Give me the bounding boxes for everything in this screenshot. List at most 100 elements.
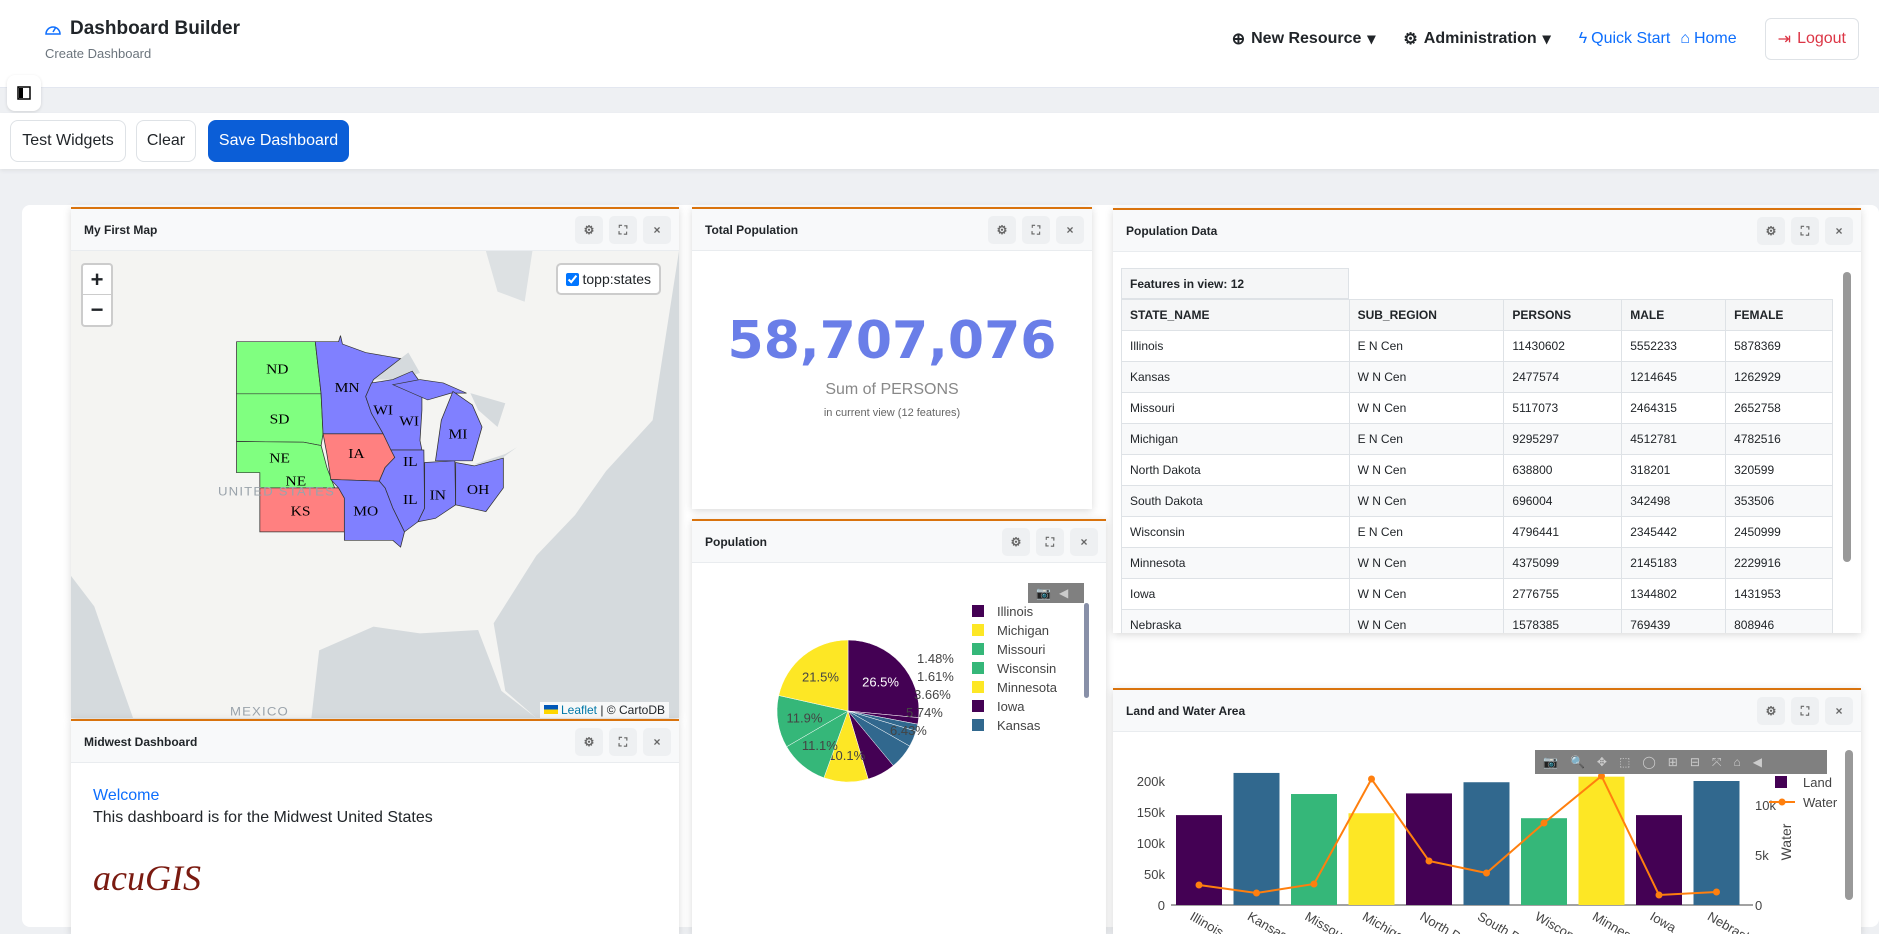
water-point[interactable] [1425, 857, 1433, 865]
widget-header[interactable]: Land and Water Area ⚙ ⛶ × [1113, 690, 1861, 732]
clear-button[interactable]: Clear [136, 120, 196, 162]
reset-home-icon[interactable]: ⌂ [1733, 755, 1741, 769]
table-scrollbar[interactable] [1843, 272, 1851, 562]
column-header[interactable]: FEMALE [1725, 299, 1833, 331]
zoom-icon[interactable]: 🔍 [1569, 755, 1585, 769]
camera-icon[interactable]: 📷 [1036, 586, 1051, 600]
legend-label[interactable]: Kansas [997, 718, 1041, 733]
bar-land[interactable] [1521, 818, 1567, 905]
administration-dropdown[interactable]: ⚙ Administration ▾ [1403, 29, 1550, 49]
bar-land[interactable] [1406, 793, 1452, 905]
legend-label[interactable]: Iowa [997, 699, 1025, 714]
table-row[interactable]: Illinois E N Cen 11430602 5552233 5878369 [1121, 330, 1833, 362]
state-mi[interactable] [435, 390, 483, 462]
legend-label[interactable]: Minnesota [997, 680, 1058, 695]
test-widgets-button[interactable]: Test Widgets [10, 120, 126, 162]
bar-land[interactable] [1693, 781, 1740, 905]
save-dashboard-button[interactable]: Save Dashboard [208, 120, 349, 162]
table-row[interactable]: Missouri W N Cen 5117073 2464315 2652758 [1121, 392, 1833, 424]
close-icon[interactable]: × [643, 728, 671, 756]
quick-start-link[interactable]: ϟ Quick Start [1579, 30, 1671, 48]
legend-label[interactable]: Missouri [997, 642, 1046, 657]
logout-button[interactable]: ⇥ Logout [1764, 18, 1859, 60]
widget-header[interactable]: My First Map ⚙ ⛶ × [71, 209, 679, 251]
column-header[interactable]: MALE [1621, 299, 1727, 331]
settings-icon[interactable]: ⚙ [575, 216, 603, 244]
state-mo[interactable] [329, 479, 405, 548]
column-header[interactable]: STATE_NAME [1121, 299, 1350, 331]
close-icon[interactable]: × [1825, 217, 1853, 245]
bar-land[interactable] [1176, 815, 1222, 905]
table-row[interactable]: Nebraska W N Cen 1578385 769439 808946 [1121, 609, 1833, 633]
fullscreen-icon[interactable]: ⛶ [1036, 528, 1064, 556]
fullscreen-icon[interactable]: ⛶ [1791, 217, 1819, 245]
lasso-icon[interactable]: ◯ [1642, 755, 1656, 769]
water-point[interactable] [1540, 819, 1548, 827]
pan-icon[interactable]: ✥ [1596, 755, 1607, 769]
pie-slice[interactable] [847, 639, 920, 718]
fullscreen-icon[interactable]: ⛶ [1022, 216, 1050, 244]
sidebar-toggle-button[interactable] [7, 75, 41, 111]
water-point[interactable] [1195, 881, 1203, 889]
chart-scrollbar[interactable] [1845, 750, 1853, 900]
water-point[interactable] [1368, 775, 1375, 783]
settings-icon[interactable]: ⚙ [1757, 697, 1785, 725]
new-resource-dropdown[interactable]: ⊕ New Resource ▾ [1232, 29, 1376, 49]
legend-swatch[interactable] [972, 662, 984, 674]
zoom-out-icon[interactable]: ⊟ [1689, 755, 1700, 769]
bar-land[interactable] [1348, 813, 1395, 905]
legend-swatch[interactable] [972, 700, 984, 712]
layer-checkbox[interactable] [565, 272, 579, 286]
brand[interactable]: Dashboard Builder [44, 18, 240, 40]
legend-swatch[interactable] [972, 719, 984, 731]
widget-header[interactable]: Population Data ⚙ ⛶ × [1113, 210, 1861, 252]
bar-land[interactable] [1463, 782, 1510, 905]
water-point[interactable] [1598, 772, 1605, 780]
column-header[interactable]: PERSONS [1503, 299, 1623, 331]
state-mn[interactable] [314, 335, 402, 435]
water-point[interactable] [1483, 869, 1490, 877]
settings-icon[interactable]: ⚙ [988, 216, 1016, 244]
table-row[interactable]: Wisconsin E N Cen 4796441 2345442 2450999 [1121, 516, 1833, 548]
state-oh[interactable] [455, 457, 504, 512]
widget-header[interactable]: Midwest Dashboard ⚙ ⛶ × [71, 721, 679, 763]
close-icon[interactable]: × [1070, 528, 1098, 556]
autoscale-icon[interactable]: ⤧ [1711, 754, 1722, 769]
close-icon[interactable]: × [1825, 697, 1853, 725]
legend-label-land[interactable]: Land [1803, 775, 1832, 790]
state-in[interactable] [417, 460, 457, 523]
close-icon[interactable]: × [643, 216, 671, 244]
legend-swatch[interactable] [972, 605, 984, 617]
zoom-out-button[interactable]: − [90, 297, 104, 322]
table-row[interactable]: Minnesota W N Cen 4375099 2145183 2229916 [1121, 547, 1833, 579]
bar-land[interactable] [1291, 794, 1337, 905]
close-icon[interactable]: × [1056, 216, 1084, 244]
map-canvas[interactable]: ND SD NE NE KS IA MN WI WI MI IL IL IN OH MO UNITED ST… [71, 251, 679, 718]
zoom-in-icon[interactable]: ⊞ [1667, 755, 1678, 769]
table-row[interactable]: South Dakota W N Cen 696004 342498 353506 [1121, 485, 1833, 517]
layer-control[interactable]: topp:states [555, 263, 661, 295]
legend-swatch-land[interactable] [1775, 776, 1787, 788]
pie-slice[interactable] [778, 639, 849, 712]
map-view[interactable]: ND SD NE NE KS IA MN WI WI MI IL IL IN OH MO UNITED ST… [71, 251, 679, 718]
water-point[interactable] [1655, 891, 1663, 899]
settings-icon[interactable]: ⚙ [575, 728, 603, 756]
water-point[interactable] [1310, 880, 1318, 888]
legend-swatch[interactable] [972, 624, 984, 636]
water-point[interactable] [1713, 888, 1720, 896]
water-line[interactable] [1198, 774, 1717, 897]
pie-chart[interactable]: 26.5% 1.48% 1.61% 3.66% 5.74% 6.43% 10.1%11.1%… [692, 563, 1106, 934]
table-row[interactable]: Michigan E N Cen 9295297 4512781 4782516 [1121, 423, 1833, 455]
column-header[interactable]: SUB_REGION [1348, 299, 1505, 331]
widget-header[interactable]: Population ⚙ ⛶ × [692, 521, 1106, 563]
fullscreen-icon[interactable]: ⛶ [609, 216, 637, 244]
box-select-icon[interactable]: ⬚ [1618, 755, 1631, 769]
table-row[interactable]: Kansas W N Cen 2477574 1214645 1262929 [1121, 361, 1833, 393]
camera-icon[interactable]: 📷 [1543, 755, 1558, 769]
zoom-in-button[interactable]: + [83, 265, 111, 295]
bar-land[interactable] [1233, 772, 1280, 905]
bar-land[interactable] [1636, 815, 1682, 905]
leaflet-link[interactable]: Leaflet [560, 703, 598, 717]
legend-label[interactable]: Wisconsin [997, 661, 1056, 676]
